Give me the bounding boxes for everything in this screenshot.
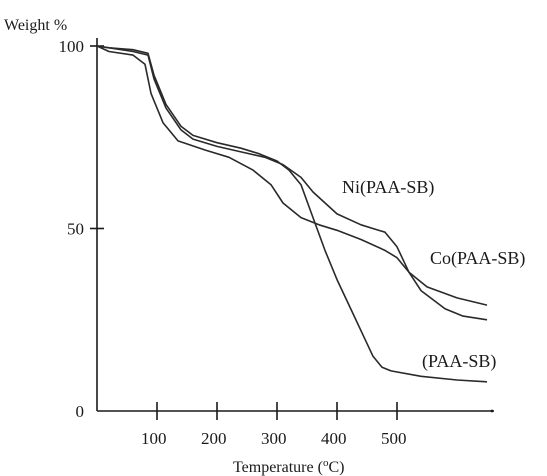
x-tick-label-200: 200 [201, 429, 227, 448]
series-line-co-paa-sb [96, 45, 488, 321]
ticks: 100 200 300 400 500 0 50 100 [59, 37, 494, 448]
series-lines [96, 45, 488, 383]
x-axis-title-sup: o [323, 457, 329, 469]
x-axis-end-mark [490, 409, 494, 413]
x-tick-label-500: 500 [381, 429, 407, 448]
x-tick-label-400: 400 [321, 429, 347, 448]
x-axis-title-end: C) [328, 459, 344, 476]
series-label-ni: Ni(PAA-SB) [342, 177, 434, 198]
axes [96, 38, 494, 412]
x-tick-label-100: 100 [141, 429, 167, 448]
y-axis-title: Weight % [4, 17, 67, 34]
series-line-paa-sb [96, 45, 488, 383]
x-axis-title-main: Temperature ( [233, 459, 323, 476]
series-label-co: Co(PAA-SB) [430, 248, 525, 269]
y-tick-label-100: 100 [59, 37, 85, 56]
y-tick-label-50: 50 [67, 220, 84, 239]
y-tick-label-0: 0 [76, 402, 85, 421]
series-line-ni-paa-sb [96, 45, 488, 306]
x-axis-title: Temperature (oC) [233, 457, 344, 476]
x-tick-label-300: 300 [261, 429, 287, 448]
series-label-paa: (PAA-SB) [422, 351, 496, 372]
